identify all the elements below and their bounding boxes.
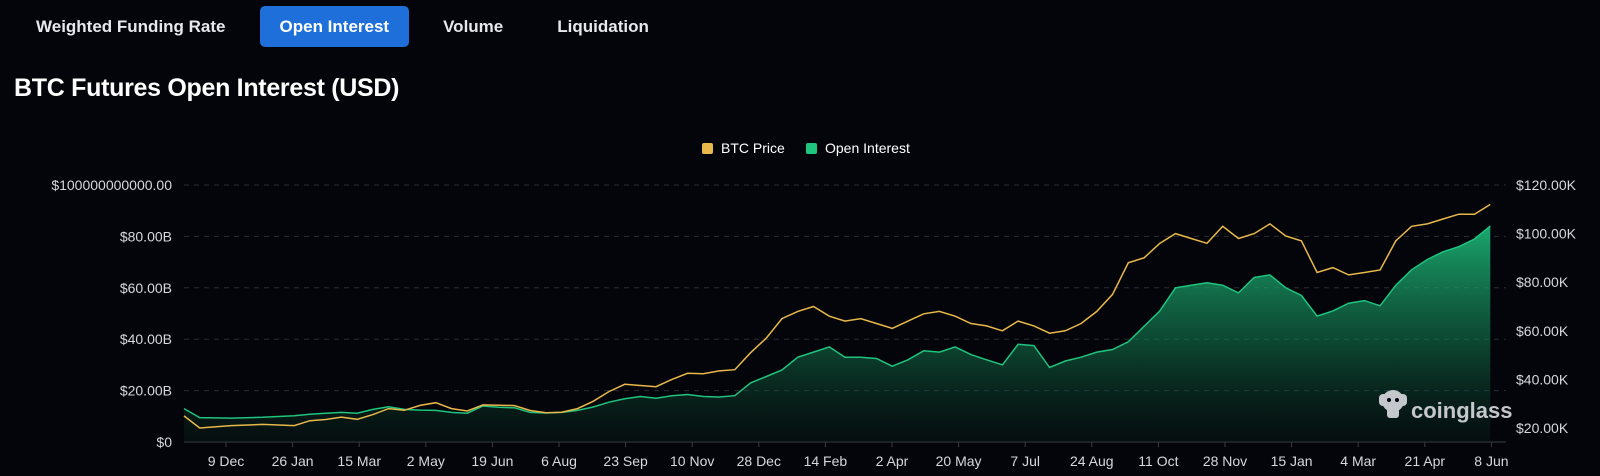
right-tick-label: $40.00K: [1516, 371, 1569, 387]
x-tick-label: 28 Dec: [737, 453, 781, 469]
left-y-axis: $0 $20.00B $40.00B $60.00B $80.00B $100000000…: [51, 177, 172, 450]
left-tick-label: $0: [156, 434, 172, 450]
x-tick-label: 7 Jul: [1010, 453, 1040, 469]
tab-volume[interactable]: Volume: [443, 17, 504, 36]
btc-price-line: [183, 203, 1491, 429]
left-tick-label: $80.00B: [120, 228, 172, 244]
x-tick-label: 15 Jan: [1271, 453, 1313, 469]
open-interest-line: [183, 225, 1491, 419]
left-tick-label: $40.00B: [120, 331, 172, 347]
legend-label-btc-price[interactable]: BTC Price: [721, 140, 785, 156]
x-tick-label: 26 Jan: [272, 453, 314, 469]
x-tick-label: 21 Apr: [1405, 453, 1446, 469]
x-tick-label: 6 Aug: [541, 453, 577, 469]
right-tick-label: $20.00K: [1516, 420, 1569, 436]
tab-liquidation[interactable]: Liquidation: [557, 17, 649, 36]
x-tick-label: 15 Mar: [337, 453, 381, 469]
right-y-axis: $20.00K $40.00K $60.00K $80.00K $100.00K $120…: [1516, 177, 1577, 436]
x-tick-label: 19 Jun: [471, 453, 513, 469]
tab-bar: Weighted Funding Rate Open Interest Volu…: [16, 6, 683, 47]
x-tick-label: 20 May: [936, 453, 982, 469]
left-tick-label: $20.00B: [120, 383, 172, 399]
coinglass-logo-icon: [1379, 390, 1407, 418]
x-tick-label: 4 Mar: [1340, 453, 1376, 469]
x-tick-label: 14 Feb: [804, 453, 848, 469]
x-tick-label: 8 Jun: [1474, 453, 1508, 469]
legend: BTC Price Open Interest: [702, 140, 910, 156]
tab-open-interest[interactable]: Open Interest: [259, 6, 410, 47]
chart-title: BTC Futures Open Interest (USD): [14, 74, 400, 102]
x-tick-label: 2 Apr: [876, 453, 909, 469]
x-tick-label: 24 Aug: [1070, 453, 1114, 469]
right-tick-label: $100.00K: [1516, 226, 1577, 242]
x-tick-label: 9 Dec: [208, 453, 245, 469]
tab-weighted-funding-rate[interactable]: Weighted Funding Rate: [36, 17, 226, 36]
x-tick-label: 2 May: [407, 453, 445, 469]
coinglass-watermark: coinglass: [1379, 390, 1512, 423]
legend-swatch-open-interest[interactable]: [806, 143, 817, 154]
right-tick-label: $80.00K: [1516, 274, 1569, 290]
left-tick-label: $100000000000.00: [51, 177, 172, 193]
x-tick-label: 28 Nov: [1203, 453, 1247, 469]
open-interest-area: [184, 226, 1491, 442]
x-tick-label: 23 Sep: [603, 453, 648, 469]
right-tick-label: $120.00K: [1516, 177, 1577, 193]
legend-swatch-btc-price[interactable]: [702, 143, 713, 154]
x-axis: 9 Dec 26 Jan 15 Mar 2 May 19 Jun 6 Aug 23 Sep 1…: [208, 442, 1509, 469]
right-tick-label: $60.00K: [1516, 323, 1569, 339]
x-tick-label: 11 Oct: [1138, 453, 1178, 469]
watermark-text: coinglass: [1411, 398, 1512, 423]
left-tick-label: $60.00B: [120, 280, 172, 296]
legend-label-open-interest[interactable]: Open Interest: [825, 140, 910, 156]
x-tick-label: 10 Nov: [670, 453, 714, 469]
